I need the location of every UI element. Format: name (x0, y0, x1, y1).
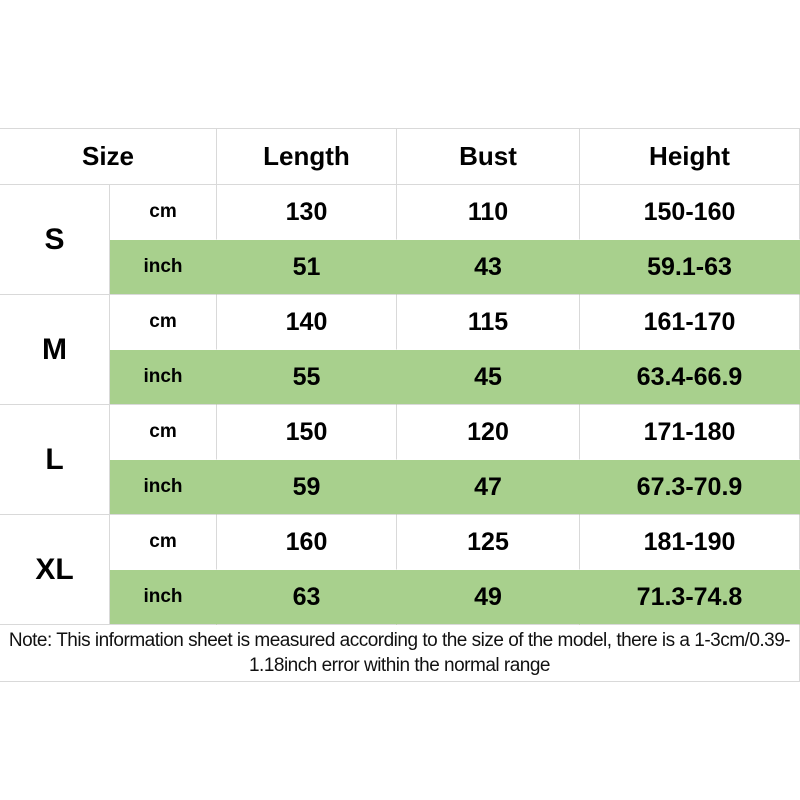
cell-height-inch: 71.3-74.8 (580, 570, 800, 625)
cell-bust-cm: 120 (397, 405, 580, 460)
cell-height-cm: 150-160 (580, 185, 800, 240)
unit-label-inch: inch (110, 460, 217, 515)
unit-label-cm: cm (110, 295, 217, 350)
cell-bust-inch: 43 (397, 240, 580, 295)
table-row: M cm 140 115 161-170 (0, 295, 800, 405)
cell-bust-cm: 115 (397, 295, 580, 350)
size-chart-table: Size Length Bust Height S cm 130 110 150… (0, 128, 800, 683)
unit-label-cm: cm (110, 515, 217, 570)
table-row: XL cm 160 125 181-190 (0, 515, 800, 625)
table-row: inch 59 47 67.3-70.9 (0, 460, 800, 515)
header-row: Size Length Bust Height (0, 129, 800, 185)
cell-height-cm: 161-170 (580, 295, 800, 350)
unit-label-inch: inch (110, 570, 217, 625)
cell-height-inch: 67.3-70.9 (580, 460, 800, 515)
table-row: Note: This information sheet is measured… (0, 625, 800, 683)
cell-bust-cm: 125 (397, 515, 580, 570)
note-text: Note: This information sheet is measured… (0, 625, 800, 683)
cell-length-cm: 150 (217, 405, 397, 460)
table-row: inch 55 45 63.4-66.9 (0, 350, 800, 405)
cell-length-cm: 130 (217, 185, 397, 240)
table-row: inch 63 49 71.3-74.8 (0, 570, 800, 625)
column-header-height: Height (580, 129, 800, 185)
cell-length-inch: 51 (217, 240, 397, 295)
size-label: M (0, 295, 110, 405)
column-header-length: Length (217, 129, 397, 185)
cell-bust-cm: 110 (397, 185, 580, 240)
unit-label-cm: cm (110, 185, 217, 240)
cell-bust-inch: 47 (397, 460, 580, 515)
size-label: XL (0, 515, 110, 625)
table-row: S cm 130 110 150-160 (0, 185, 800, 295)
cell-length-inch: 59 (217, 460, 397, 515)
column-header-bust: Bust (397, 129, 580, 185)
cell-length-cm: 160 (217, 515, 397, 570)
cell-height-cm: 181-190 (580, 515, 800, 570)
cell-height-inch: 63.4-66.9 (580, 350, 800, 405)
table-row: inch 51 43 59.1-63 (0, 240, 800, 295)
cell-length-inch: 63 (217, 570, 397, 625)
size-label: S (0, 185, 110, 295)
column-header-size: Size (0, 129, 217, 185)
unit-label-inch: inch (110, 240, 217, 295)
cell-bust-inch: 45 (397, 350, 580, 405)
cell-height-inch: 59.1-63 (580, 240, 800, 295)
cell-height-cm: 171-180 (580, 405, 800, 460)
cell-length-cm: 140 (217, 295, 397, 350)
cell-length-inch: 55 (217, 350, 397, 405)
unit-label-inch: inch (110, 350, 217, 405)
cell-bust-inch: 49 (397, 570, 580, 625)
table-row: L cm 150 120 171-180 (0, 405, 800, 515)
size-label: L (0, 405, 110, 515)
unit-label-cm: cm (110, 405, 217, 460)
